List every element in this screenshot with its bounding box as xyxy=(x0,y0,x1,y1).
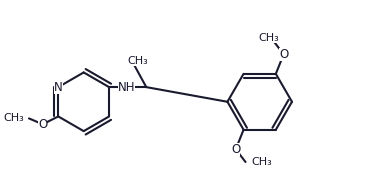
Text: O: O xyxy=(279,48,288,61)
Text: CH₃: CH₃ xyxy=(127,56,148,66)
Text: CH₃: CH₃ xyxy=(3,113,24,123)
Text: O: O xyxy=(38,118,47,131)
Text: CH₃: CH₃ xyxy=(251,157,272,167)
Text: N: N xyxy=(54,81,63,94)
Text: NH: NH xyxy=(118,81,135,94)
Text: CH₃: CH₃ xyxy=(259,33,279,43)
Text: O: O xyxy=(231,143,240,156)
